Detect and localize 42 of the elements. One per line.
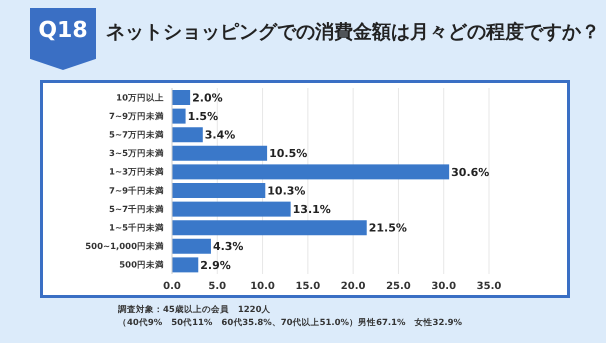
y-tick-label: 10万円以上 (116, 92, 164, 104)
y-tick-label: 5~7万円未満 (109, 130, 164, 141)
chart-title: ネットショッピングでの消費金額は月々どの程度ですか？ (106, 20, 600, 45)
bar (172, 146, 268, 161)
text: 調査対象：45歳以上の会員 1220人 (118, 304, 272, 317)
x-tick-label: 25.0 (386, 281, 411, 292)
y-tick-label: 1~5千円未満 (109, 222, 164, 234)
bar (172, 127, 203, 142)
y-tick-label: 7~9万円未満 (109, 110, 164, 122)
y-tick-label: 5~7千円未満 (109, 204, 164, 215)
text: （40代9% 50代11% 60代35.8%、70代以上51.0%）男性67.1% 女性32.9% (118, 317, 462, 330)
data-label: 3.4% (204, 128, 236, 142)
bar (172, 257, 198, 272)
data-label: 1.5% (188, 110, 218, 124)
bar (172, 220, 367, 236)
bar (172, 238, 211, 254)
data-label: 30.6% (451, 166, 490, 179)
y-tick-label: 1~3万円未満 (109, 166, 164, 178)
x-tick-label: 20.0 (340, 281, 366, 292)
y-tick-label: 500~1,000円未満 (85, 241, 164, 252)
x-tick-label: 5.0 (208, 281, 226, 292)
y-tick-label: 7~9千円未満 (109, 185, 164, 196)
text: Q18 (37, 18, 89, 43)
data-label: 10.3% (267, 184, 306, 198)
data-label: 2.9% (200, 258, 231, 272)
x-tick-label: 35.0 (476, 281, 502, 292)
x-tick-label: 30.0 (431, 281, 456, 292)
bar (172, 202, 291, 217)
x-tick-label: 0.0 (163, 281, 181, 292)
y-tick-label: 500円未満 (119, 260, 164, 271)
data-label: 10.5% (269, 147, 308, 160)
data-label: 13.1% (292, 203, 331, 216)
bar (172, 164, 450, 180)
bar (172, 183, 266, 198)
x-tick-label: 15.0 (296, 281, 320, 292)
data-label: 2.0% (192, 91, 223, 104)
x-tick-label: 10.0 (250, 281, 275, 292)
bar (172, 90, 190, 105)
y-tick-label: 3~5万円未満 (109, 148, 164, 160)
bar (172, 108, 186, 124)
data-label: 21.5% (368, 222, 407, 235)
data-label: 4.3% (212, 240, 244, 254)
